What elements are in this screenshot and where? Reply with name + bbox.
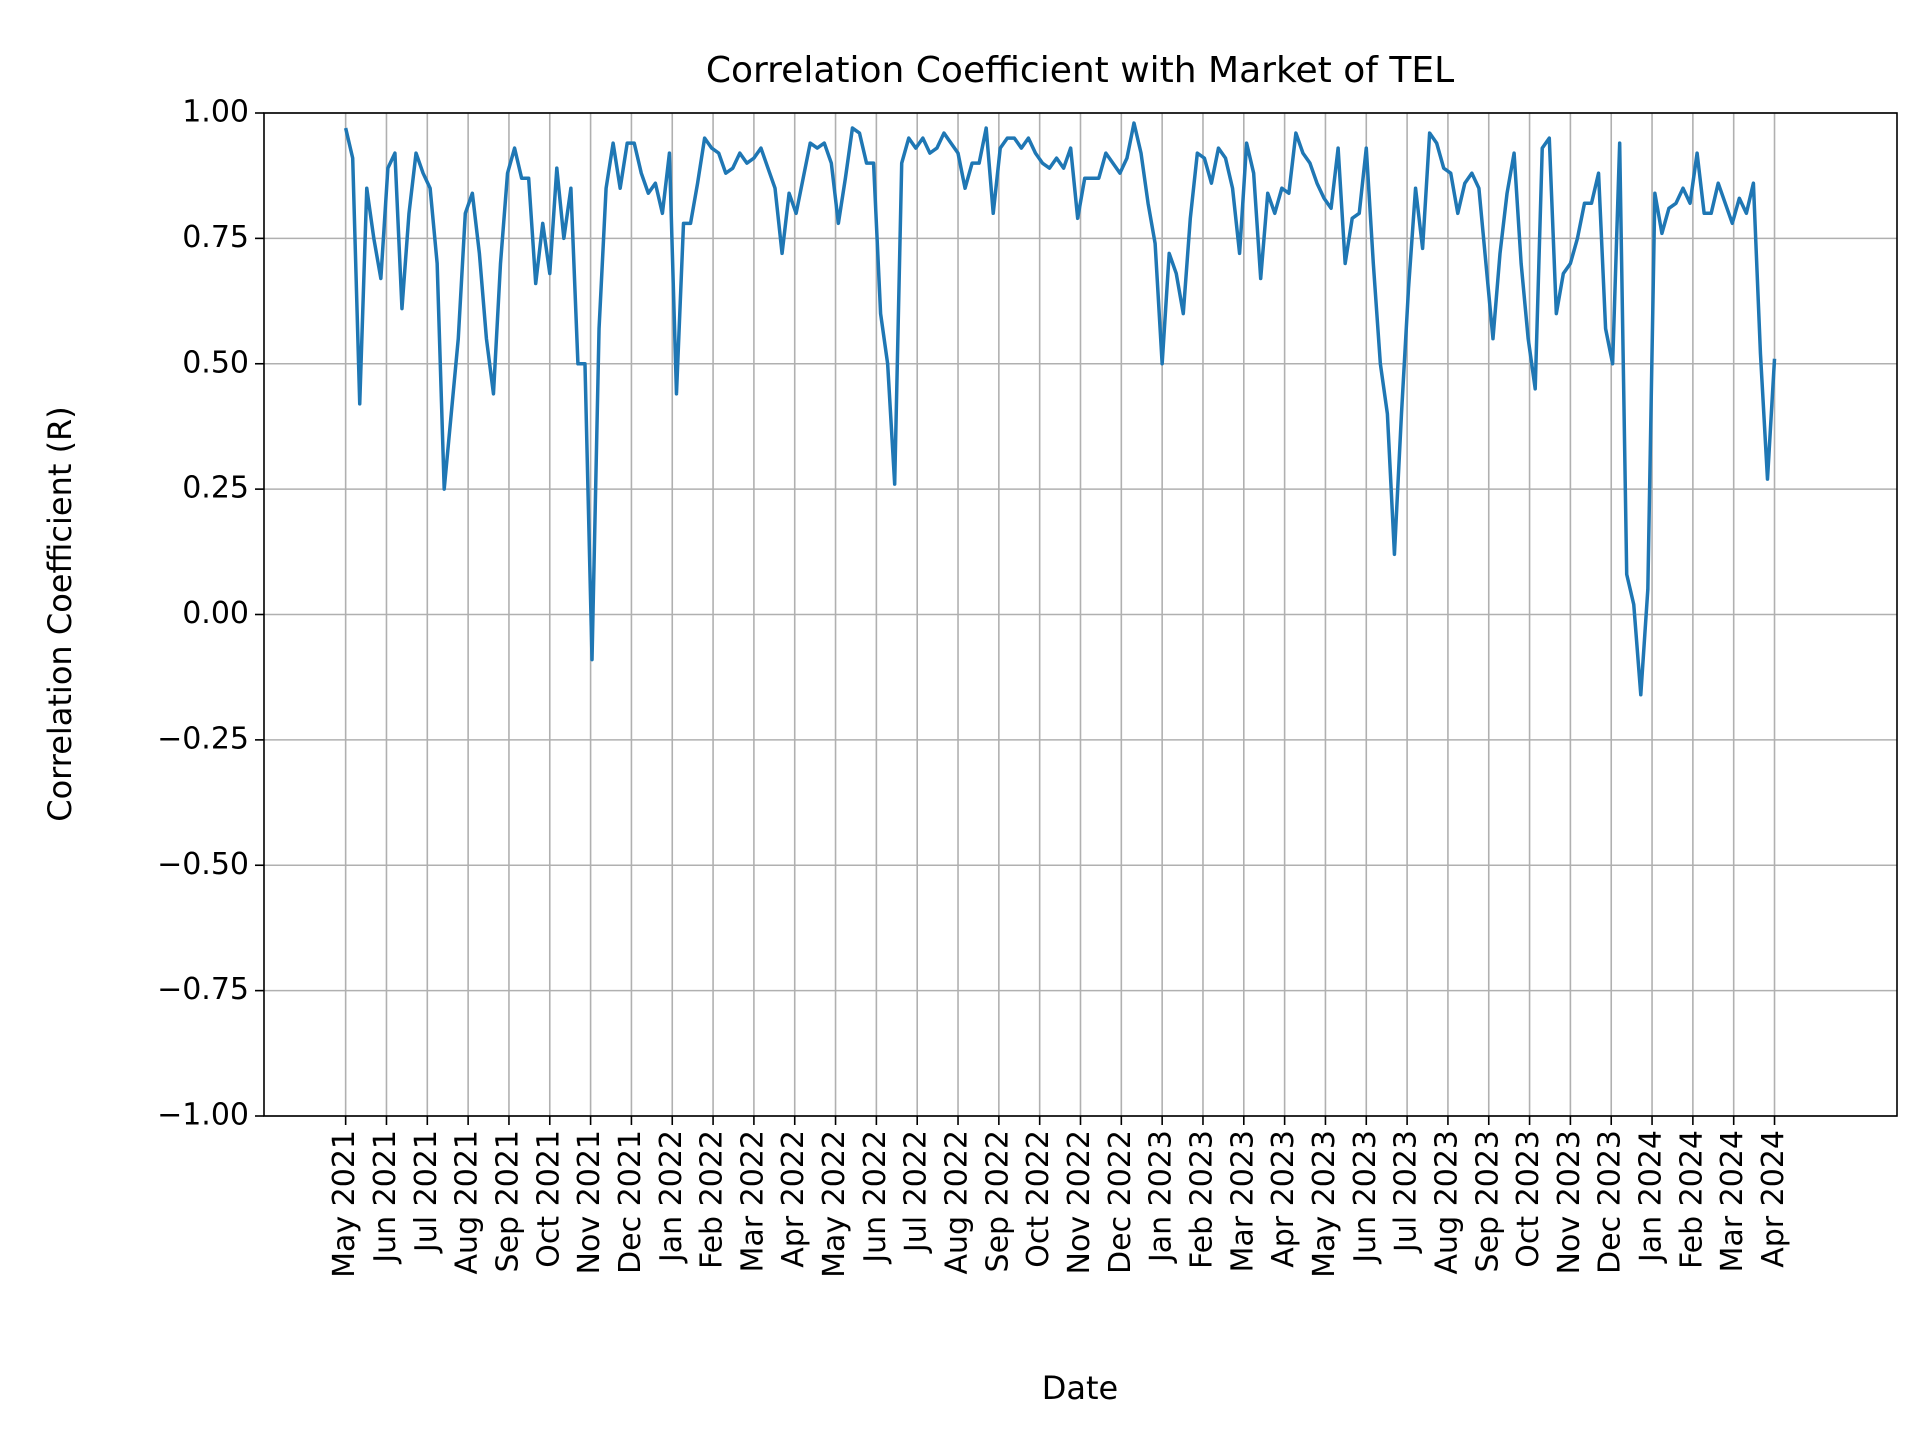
x-tick-label: May 2021 xyxy=(327,1130,362,1278)
y-tick-label: 0.25 xyxy=(182,471,249,506)
y-tick-label: 0.00 xyxy=(182,596,249,631)
x-tick-label: Aug 2021 xyxy=(450,1130,485,1274)
x-tick-label: Sep 2023 xyxy=(1470,1130,1505,1272)
x-tick-label: Jan 2023 xyxy=(1144,1130,1179,1264)
x-tick-label: Dec 2022 xyxy=(1103,1130,1138,1274)
x-tick-label: Apr 2023 xyxy=(1266,1130,1301,1268)
y-tick-label: −1.00 xyxy=(157,1098,249,1133)
x-tick-label: Apr 2022 xyxy=(776,1130,811,1268)
y-tick-label: 0.75 xyxy=(182,220,249,255)
y-tick-label: 0.50 xyxy=(182,345,249,380)
x-tick-label: Nov 2023 xyxy=(1552,1130,1587,1274)
y-tick-label: −0.50 xyxy=(157,847,249,882)
x-tick-label: Oct 2023 xyxy=(1511,1130,1546,1268)
x-axis-label: Date xyxy=(1042,1369,1118,1407)
x-tick-label: Mar 2022 xyxy=(735,1130,770,1273)
x-tick-label: Mar 2024 xyxy=(1715,1130,1750,1273)
y-tick-label: 1.00 xyxy=(182,95,249,130)
x-tick-label: Feb 2024 xyxy=(1674,1130,1709,1269)
y-tick-label: −0.75 xyxy=(157,972,249,1007)
chart-title: Correlation Coefficient with Market of T… xyxy=(706,50,1454,91)
plot-area xyxy=(343,121,1777,697)
y-axis-label: Correlation Coefficient (R) xyxy=(41,406,79,822)
x-tick-label: Nov 2021 xyxy=(572,1130,607,1274)
x-tick-label: May 2023 xyxy=(1307,1130,1342,1278)
x-tick-label: Mar 2023 xyxy=(1225,1130,1260,1273)
x-tick-label: Oct 2021 xyxy=(531,1130,566,1268)
x-tick-label: Aug 2023 xyxy=(1429,1130,1464,1274)
y-tick-label: −0.25 xyxy=(157,721,249,756)
x-tick-label: Jan 2024 xyxy=(1634,1130,1669,1264)
x-tick-label: Jun 2022 xyxy=(858,1130,893,1265)
x-tick-label: Sep 2021 xyxy=(490,1130,525,1272)
x-tick-label: Dec 2023 xyxy=(1593,1130,1628,1274)
x-tick-label: Feb 2023 xyxy=(1184,1130,1219,1269)
x-tick-label: Oct 2022 xyxy=(1021,1130,1056,1268)
x-tick-label: Dec 2021 xyxy=(613,1130,648,1274)
x-tick-label: May 2022 xyxy=(817,1130,852,1278)
x-tick-label: Aug 2022 xyxy=(940,1130,975,1274)
x-tick-label: Jul 2022 xyxy=(899,1130,934,1254)
axes-frame xyxy=(263,112,1898,1117)
x-tick-label: Jun 2023 xyxy=(1348,1130,1383,1265)
ticks: −1.00 −0.75 −0.50 −0.25 0.00 0.25 0.50 0.75 1.00… xyxy=(157,95,1791,1278)
x-tick-label: Apr 2024 xyxy=(1756,1130,1791,1268)
x-tick-label: Jul 2023 xyxy=(1389,1130,1424,1254)
x-tick-label: Jan 2022 xyxy=(654,1130,689,1264)
x-tick-label: Feb 2022 xyxy=(695,1130,730,1269)
x-tick-label: Jul 2021 xyxy=(409,1130,444,1254)
data-line xyxy=(343,121,1777,697)
x-tick-label: Sep 2022 xyxy=(980,1130,1015,1272)
x-tick-label: Jun 2021 xyxy=(368,1130,403,1265)
x-tick-label: Nov 2022 xyxy=(1062,1130,1097,1274)
